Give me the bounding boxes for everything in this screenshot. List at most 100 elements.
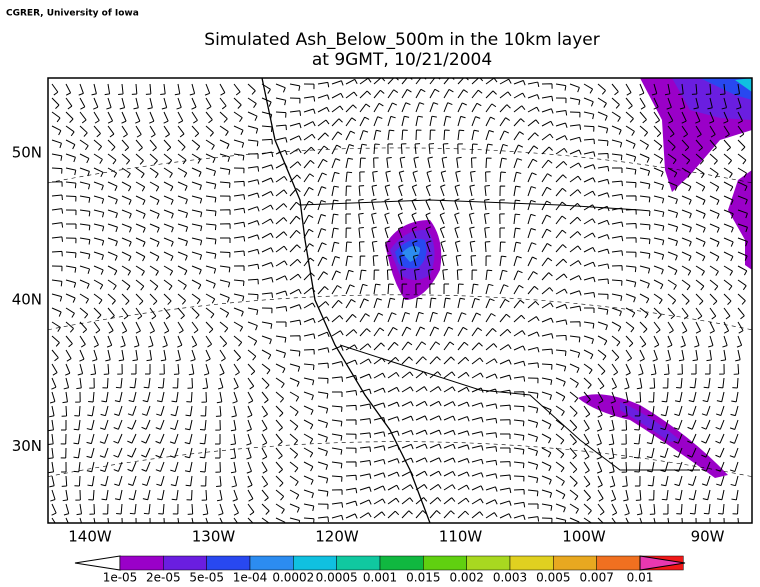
wind-barb — [701, 475, 711, 486]
wind-barb — [471, 116, 481, 127]
wind-barb — [597, 205, 610, 212]
wind-barb — [51, 194, 63, 201]
wind-barb — [384, 198, 390, 211]
wind-barb — [215, 461, 221, 473]
wind-barb — [230, 461, 237, 474]
wind-barb — [681, 223, 692, 233]
wind-barb — [155, 447, 165, 458]
wind-barb — [387, 471, 400, 477]
wind-barb — [555, 334, 567, 341]
wind-barb — [662, 503, 669, 515]
ash-plume — [700, 78, 752, 100]
wind-barb — [177, 153, 187, 165]
wind-barb — [51, 83, 59, 96]
wind-barb — [401, 497, 414, 505]
wind-barb — [527, 447, 539, 456]
wind-barb — [625, 237, 637, 243]
wind-barb — [715, 419, 725, 430]
wind-barb — [625, 125, 635, 136]
wind-barb — [303, 503, 315, 512]
wind-barb — [289, 433, 299, 445]
wind-barb — [709, 279, 719, 291]
wind-barb — [624, 377, 630, 390]
wind-barb — [513, 171, 522, 183]
wind-barb — [107, 167, 118, 178]
wind-barb — [443, 371, 456, 379]
wind-barb — [135, 279, 145, 291]
wind-barb — [541, 228, 552, 239]
wind-barb — [247, 125, 259, 134]
wind-barb — [331, 315, 344, 323]
wind-barb — [681, 237, 692, 247]
wind-barb — [275, 231, 288, 239]
wind-barb — [499, 241, 506, 253]
wind-barb — [219, 335, 228, 348]
wind-barb — [345, 474, 357, 481]
wind-barb — [247, 503, 255, 516]
wind-barb — [625, 139, 636, 149]
wind-barb — [639, 265, 651, 274]
wind-barb — [415, 115, 423, 127]
wind-barb — [677, 363, 683, 375]
wind-barb — [639, 83, 645, 96]
wind-barb — [247, 489, 254, 502]
wind-barb — [707, 97, 713, 110]
wind-barb — [63, 503, 70, 516]
wind-barb — [317, 377, 329, 384]
wind-barb — [303, 363, 315, 370]
wind-barb — [149, 195, 160, 206]
wind-barb — [373, 89, 385, 99]
wind-barb — [51, 181, 63, 187]
wind-barb — [289, 97, 301, 104]
wind-barb — [527, 331, 540, 337]
wind-barb — [76, 503, 83, 516]
wind-barb — [513, 299, 525, 309]
wind-barb — [429, 483, 442, 491]
wind-barb — [555, 174, 567, 183]
wind-barb — [191, 237, 203, 246]
wind-barb — [191, 223, 203, 232]
wind-barb — [469, 226, 475, 239]
wind-barb — [541, 186, 552, 197]
wind-barb — [485, 269, 493, 281]
wind-barb — [737, 293, 746, 305]
wind-barb — [723, 125, 730, 138]
wind-barb — [289, 517, 301, 523]
wind-barb — [499, 185, 506, 197]
wind-barb — [659, 433, 669, 444]
wind-barb — [457, 484, 470, 491]
wind-barb — [583, 335, 594, 345]
wind-barb — [541, 489, 553, 498]
wind-barb — [275, 349, 286, 359]
wind-barb — [625, 307, 636, 318]
wind-barb — [359, 255, 366, 267]
wind-barb — [611, 321, 622, 332]
wind-barb — [701, 447, 711, 458]
wind-barb — [695, 111, 701, 124]
wind-barb — [541, 419, 552, 430]
wind-barb — [429, 443, 442, 449]
wind-barb — [456, 156, 462, 169]
wind-barb — [359, 78, 372, 85]
wind-barb — [79, 223, 91, 231]
wind-barb — [51, 208, 64, 214]
wind-barb — [555, 288, 568, 295]
wind-barb — [345, 284, 355, 295]
wind-barb — [443, 401, 456, 407]
wind-barb — [345, 171, 353, 183]
wind-barb — [635, 489, 642, 501]
wind-barb — [371, 226, 377, 239]
colorbar-box — [293, 555, 337, 571]
wind-barb — [681, 293, 690, 305]
wind-barb — [373, 431, 386, 437]
wind-barb — [387, 430, 400, 436]
wind-barb — [345, 157, 354, 169]
wind-barb — [331, 118, 343, 127]
wind-barb — [695, 195, 706, 205]
wind-barb — [611, 250, 624, 256]
wind-barb — [471, 372, 484, 379]
wind-barb — [737, 195, 748, 205]
wind-barb — [142, 489, 151, 501]
wind-barb — [317, 145, 329, 155]
wind-barb — [247, 220, 260, 226]
